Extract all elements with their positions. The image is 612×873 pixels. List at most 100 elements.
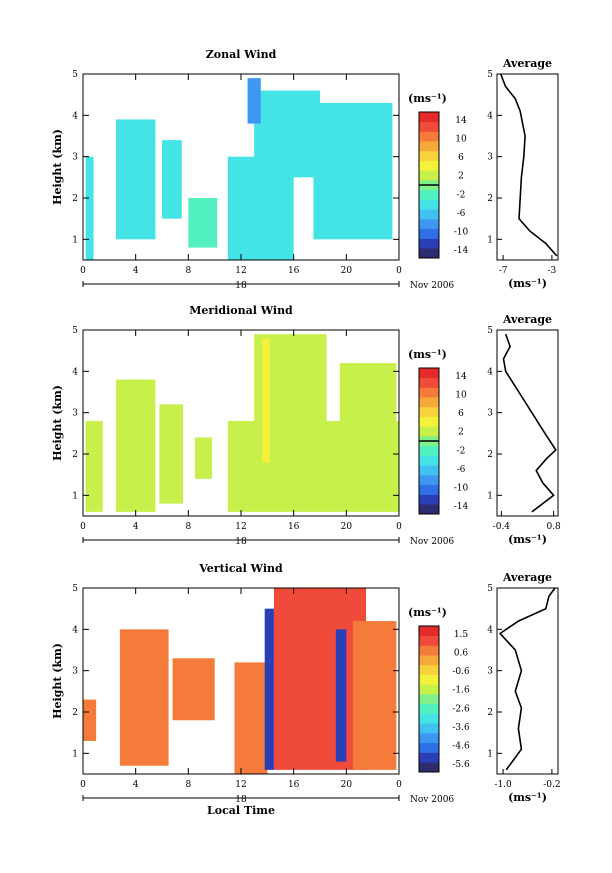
profile-y-tick-label: 5 xyxy=(487,584,493,594)
colorbar-label: -6 xyxy=(457,465,466,475)
x-tick-label: 8 xyxy=(185,522,191,532)
x-tick-label: 16 xyxy=(288,522,300,532)
colorbar-swatch xyxy=(419,189,439,200)
heatmap-cell-1 xyxy=(115,119,156,240)
heatmap-cell-3 xyxy=(194,437,213,479)
heatmap-cell-1 xyxy=(115,379,156,512)
heatmap-cell-5 xyxy=(254,90,320,178)
y-tick-label: 2 xyxy=(72,708,78,718)
heatmap-cell-1 xyxy=(119,629,169,766)
month-label: Nov 2006 xyxy=(410,795,454,805)
profile-frame xyxy=(496,329,559,517)
colorbar-label: 10 xyxy=(455,391,467,401)
colorbar-swatch xyxy=(419,219,439,230)
date-label: 18 xyxy=(235,281,247,291)
y-tick-label: 5 xyxy=(72,70,78,80)
x-tick-label: 0 xyxy=(80,266,86,276)
colorbar-swatch xyxy=(419,160,439,171)
profile-y-tick-label: 3 xyxy=(487,667,493,677)
colorbar-swatch xyxy=(419,635,439,646)
colorbar-swatch xyxy=(419,484,439,495)
colorbar-swatch xyxy=(419,504,439,515)
x-tick-label: 8 xyxy=(185,266,191,276)
x-tick-label: 20 xyxy=(341,266,353,276)
heatmap-cell-2 xyxy=(162,140,182,219)
y-tick-label: 1 xyxy=(72,749,78,759)
heatmap-cell-0 xyxy=(85,420,103,512)
profile-y-tick-label: 2 xyxy=(487,194,493,204)
colorbar-swatch xyxy=(419,209,439,220)
profile-title: Average xyxy=(502,313,552,326)
colorbar-label: -3.6 xyxy=(452,723,470,733)
x-tick-label: 4 xyxy=(133,780,139,790)
colorbar-unit: (ms⁻¹) xyxy=(408,606,447,619)
heatmap-cell-6 xyxy=(339,363,397,446)
colorbar-swatch xyxy=(419,645,439,656)
colorbar-swatch xyxy=(419,742,439,753)
heatmap-cell-4 xyxy=(273,588,367,770)
x-tick-label: 0 xyxy=(396,780,402,790)
y-tick-label: 2 xyxy=(72,450,78,460)
profile-line xyxy=(498,587,556,771)
heatmap-cell-3 xyxy=(234,662,268,774)
colorbar-swatch xyxy=(419,713,439,724)
heatmap-cell-3 xyxy=(188,198,218,248)
colorbar-swatch xyxy=(419,248,439,259)
profile-line xyxy=(502,333,557,513)
colorbar-swatch xyxy=(419,703,439,714)
y-tick-label: 2 xyxy=(72,194,78,204)
colorbar-swatch xyxy=(419,131,439,142)
x-tick-label: 20 xyxy=(341,780,353,790)
colorbar-label: -0.6 xyxy=(452,667,470,677)
heatmap-cell-5 xyxy=(352,621,397,770)
profile-y-tick-label: 4 xyxy=(487,111,493,121)
profile-x-tick-label: -0.4 xyxy=(493,522,511,532)
colorbar-swatch xyxy=(419,762,439,773)
colorbar-swatch xyxy=(419,494,439,505)
month-label: Nov 2006 xyxy=(410,281,454,291)
x-tick-label: 4 xyxy=(133,266,139,276)
profile-x-tick-label: -0.2 xyxy=(543,780,560,790)
colorbar-label: 14 xyxy=(455,372,467,382)
colorbar-label: 0.6 xyxy=(454,649,469,659)
colorbar-label: -4.6 xyxy=(452,741,470,751)
profile-x-tick-label: -1.0 xyxy=(494,780,512,790)
profile-x-label: (ms⁻¹) xyxy=(508,791,547,804)
profile-frame xyxy=(496,587,559,775)
colorbar-swatch xyxy=(419,465,439,476)
x-axis-label: Local Time xyxy=(207,804,275,817)
heatmap-cell-7 xyxy=(335,629,347,762)
profile-y-tick-label: 3 xyxy=(487,409,493,419)
colorbar-label: 2 xyxy=(458,172,464,182)
y-tick-label: 1 xyxy=(72,235,78,245)
profile-y-tick-label: 3 xyxy=(487,153,493,163)
colorbar-label: 2 xyxy=(458,428,464,438)
colorbar-label: -2 xyxy=(457,446,466,456)
heatmap-cell-2 xyxy=(172,658,215,721)
profile-y-tick-label: 1 xyxy=(487,749,493,759)
date-label: 18 xyxy=(235,795,247,805)
profile-y-tick-label: 2 xyxy=(487,450,493,460)
y-axis-label: Height (km) xyxy=(51,643,64,719)
colorbar-swatch xyxy=(419,368,439,379)
y-tick-label: 3 xyxy=(72,667,78,677)
profile-x-label: (ms⁻¹) xyxy=(508,533,547,546)
x-tick-label: 12 xyxy=(235,266,246,276)
y-tick-label: 3 xyxy=(72,409,78,419)
colorbar-swatch xyxy=(419,150,439,161)
colorbar-swatch xyxy=(419,397,439,408)
panel-title: Zonal Wind xyxy=(206,48,277,61)
colorbar-label: -2 xyxy=(457,190,466,200)
x-tick-label: 16 xyxy=(288,780,300,790)
colorbar-swatch xyxy=(419,170,439,181)
x-tick-label: 12 xyxy=(235,780,246,790)
colorbar-swatch xyxy=(419,416,439,427)
heatmap-cell-6 xyxy=(313,102,393,240)
y-tick-label: 5 xyxy=(72,326,78,336)
x-tick-label: 4 xyxy=(133,522,139,532)
y-axis-label: Height (km) xyxy=(51,385,64,461)
colorbar-label: -10 xyxy=(454,483,469,493)
colorbar-swatch xyxy=(419,112,439,123)
colorbar-label: 6 xyxy=(458,153,464,163)
